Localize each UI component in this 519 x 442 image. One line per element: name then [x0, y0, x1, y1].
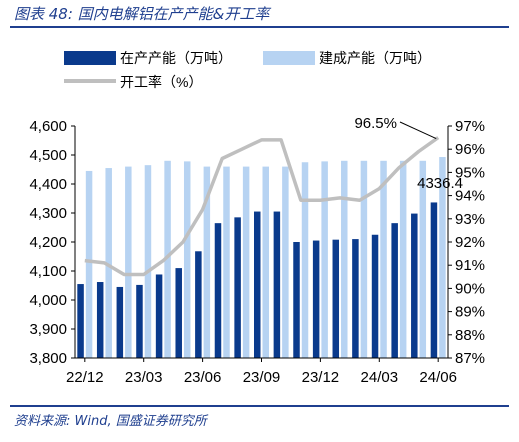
right-tick-label: 91%: [455, 257, 485, 274]
left-tick-label: 4,300: [29, 205, 67, 222]
in-production-bar: [371, 234, 379, 358]
built-capacity-bar: [439, 157, 446, 358]
right-tick-label: 96%: [455, 141, 485, 158]
production-annotation: 4336.4: [417, 175, 463, 192]
in-production-bar: [293, 242, 300, 358]
title-rule: [10, 26, 509, 28]
left-tick-label: 4,200: [29, 234, 67, 251]
right-tick-label: 97%: [455, 118, 485, 135]
right-tick-label: 90%: [455, 280, 485, 297]
in-production-bar: [136, 284, 143, 358]
in-production-bar: [175, 268, 182, 358]
right-tick-label: 93%: [455, 211, 485, 228]
utilization-annotation: 96.5%: [354, 115, 397, 132]
built-capacity-bar: [223, 166, 230, 358]
in-production-bar: [273, 211, 281, 358]
in-production-bar: [391, 223, 398, 358]
in-production-bar: [430, 202, 438, 358]
in-production-bar: [116, 286, 124, 358]
left-tick-label: 4,400: [29, 176, 67, 193]
legend-label-utilization: 开工率（%）: [120, 74, 202, 90]
in-production-bar: [312, 240, 320, 358]
built-capacity-bar: [203, 166, 211, 358]
built-capacity-bar: [85, 170, 93, 358]
utilization-annotation-leader: [399, 121, 437, 140]
legend-label-built: 建成产能（万吨）: [319, 50, 431, 66]
built-capacity-bar: [183, 161, 191, 358]
left-tick-label: 4,500: [29, 147, 67, 164]
built-capacity-bar: [321, 161, 328, 358]
left-tick-label: 3,800: [29, 350, 67, 367]
built-capacity-bar: [399, 160, 407, 358]
figure-title: 图表 48: 国内电解铝在产产能&开工率: [14, 5, 270, 23]
source-rule: [10, 405, 509, 407]
utilization-line: [84, 136, 440, 277]
right-tick-label: 89%: [455, 304, 485, 321]
in-production-bar: [155, 274, 163, 358]
x-tick-label: 23/09: [243, 369, 281, 386]
in-production-bar: [332, 239, 340, 358]
right-tick-label: 94%: [455, 188, 485, 205]
in-production-bar: [254, 211, 261, 358]
in-production-bar: [214, 223, 222, 358]
left-tick-label: 4,100: [29, 263, 67, 280]
in-production-bar: [77, 284, 84, 358]
built-capacity-bar: [164, 160, 171, 358]
legend-label-in-production: 在产产能（万吨）: [120, 50, 232, 66]
x-tick-label: 24/03: [361, 369, 399, 386]
in-production-bar: [195, 251, 202, 358]
built-capacity-bar: [380, 160, 387, 358]
built-capacity-bar: [105, 168, 112, 358]
built-capacity-bar: [282, 166, 289, 358]
x-tick-label: 23/03: [125, 369, 163, 386]
x-tick-label: 22/12: [66, 369, 104, 386]
legend-swatch-in-production: [64, 51, 116, 65]
built-capacity-bar: [242, 166, 250, 358]
in-production-bar: [352, 239, 359, 358]
x-tick-label: 23/12: [302, 369, 340, 386]
built-capacity-bar: [341, 160, 348, 358]
built-capacity-bar: [301, 162, 309, 358]
built-capacity-bar: [419, 160, 427, 358]
legend-swatch-built: [263, 51, 315, 65]
in-production-bar: [96, 282, 104, 358]
left-tick-label: 3,900: [29, 321, 67, 338]
x-tick-label: 24/06: [419, 369, 457, 386]
x-tick-label: 23/06: [184, 369, 222, 386]
built-capacity-bar: [360, 160, 368, 358]
built-capacity-bar: [125, 166, 132, 358]
in-production-bar: [234, 217, 241, 358]
source-note: 资料来源: Wind, 国盛证券研究所: [14, 414, 207, 429]
right-tick-label: 95%: [455, 164, 485, 181]
left-tick-label: 4,600: [29, 118, 67, 135]
built-capacity-bar: [262, 166, 269, 358]
right-tick-label: 87%: [455, 350, 485, 367]
right-tick-label: 92%: [455, 234, 485, 251]
built-capacity-bar: [144, 165, 152, 358]
left-tick-label: 4,000: [29, 292, 67, 309]
in-production-bar: [411, 213, 418, 358]
right-tick-label: 88%: [455, 327, 485, 344]
